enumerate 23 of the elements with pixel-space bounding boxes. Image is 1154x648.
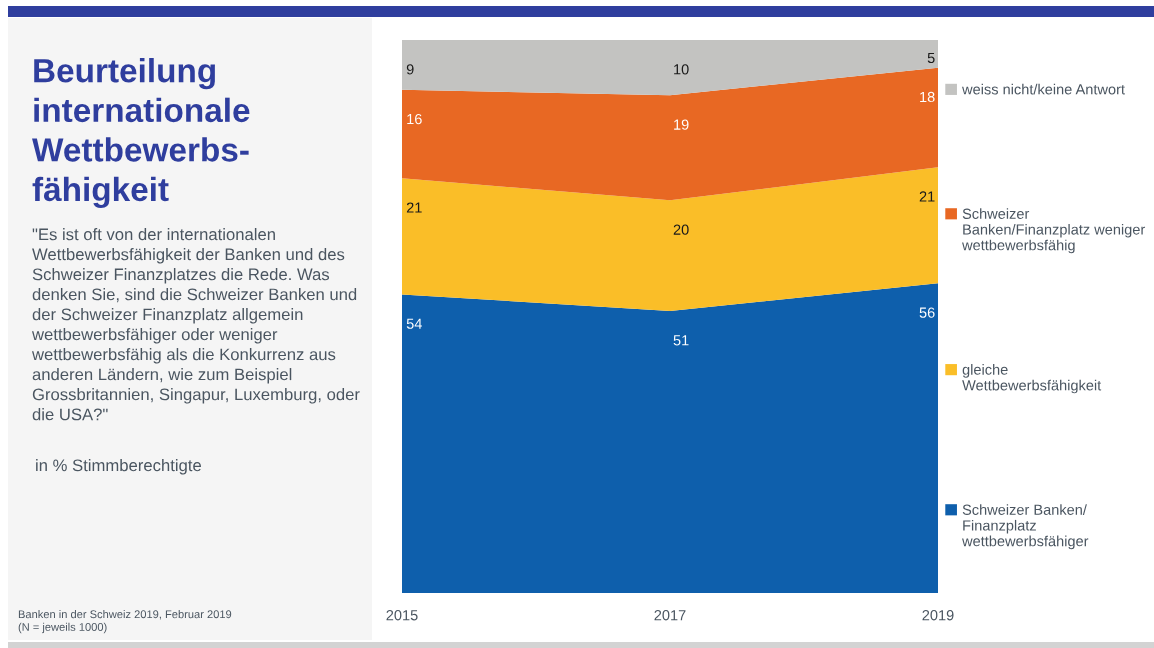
data-label: 21 [919, 191, 935, 202]
data-label: 20 [673, 224, 689, 235]
data-label: 16 [407, 113, 422, 125]
x-tick-label: 2017 [654, 610, 686, 621]
legend-label: weiss nicht/keine Antwort [962, 83, 1125, 95]
data-label: 56 [919, 307, 935, 318]
text: Beurteilung internationale Wettbewerbs- fähigkeit [32, 58, 250, 208]
text: Banken in der Schweiz 2019, Februar 2019 (N = jeweils 1000) [18, 610, 232, 634]
data-label: 10 [674, 64, 689, 75]
legend-label: gleiche Wettbewerbsfähigkeit [962, 364, 1102, 394]
data-label: 21 [406, 202, 422, 213]
data-label: 9 [406, 64, 414, 75]
data-label: 19 [674, 119, 689, 130]
x-tick-label: 2015 [386, 610, 418, 621]
data-label: 18 [920, 91, 935, 103]
text: in % Stimmberechtigte [36, 459, 201, 475]
data-label: 51 [673, 335, 689, 346]
data-label: 5 [927, 52, 935, 64]
text: "Es ist oft von der internationalen Wettbewerbsfähigkeit der Banken und des Schweizer Finanzplatzes die Rede. Was denken Sie, sind die Schweizer Banken und der Schweizer Finanzplatz allgemein wettbewerbsfähiger oder weniger wettbewerbsfähig als die Konkurrenz aus anderen Ländern, wie zum Beispiel Grossbritannien, Singapur, Luxemburg, oder die USA?" [31, 228, 360, 421]
x-tick-label: 2019 [922, 610, 954, 621]
legend-label: Schweizer Banken/Finanzplatz weniger wettbewerbsfähig [962, 208, 1146, 254]
legend-label: Schweizer Banken/ Finanzplatz wettbewerbsfähiger [962, 504, 1089, 550]
data-label: 54 [406, 318, 422, 329]
